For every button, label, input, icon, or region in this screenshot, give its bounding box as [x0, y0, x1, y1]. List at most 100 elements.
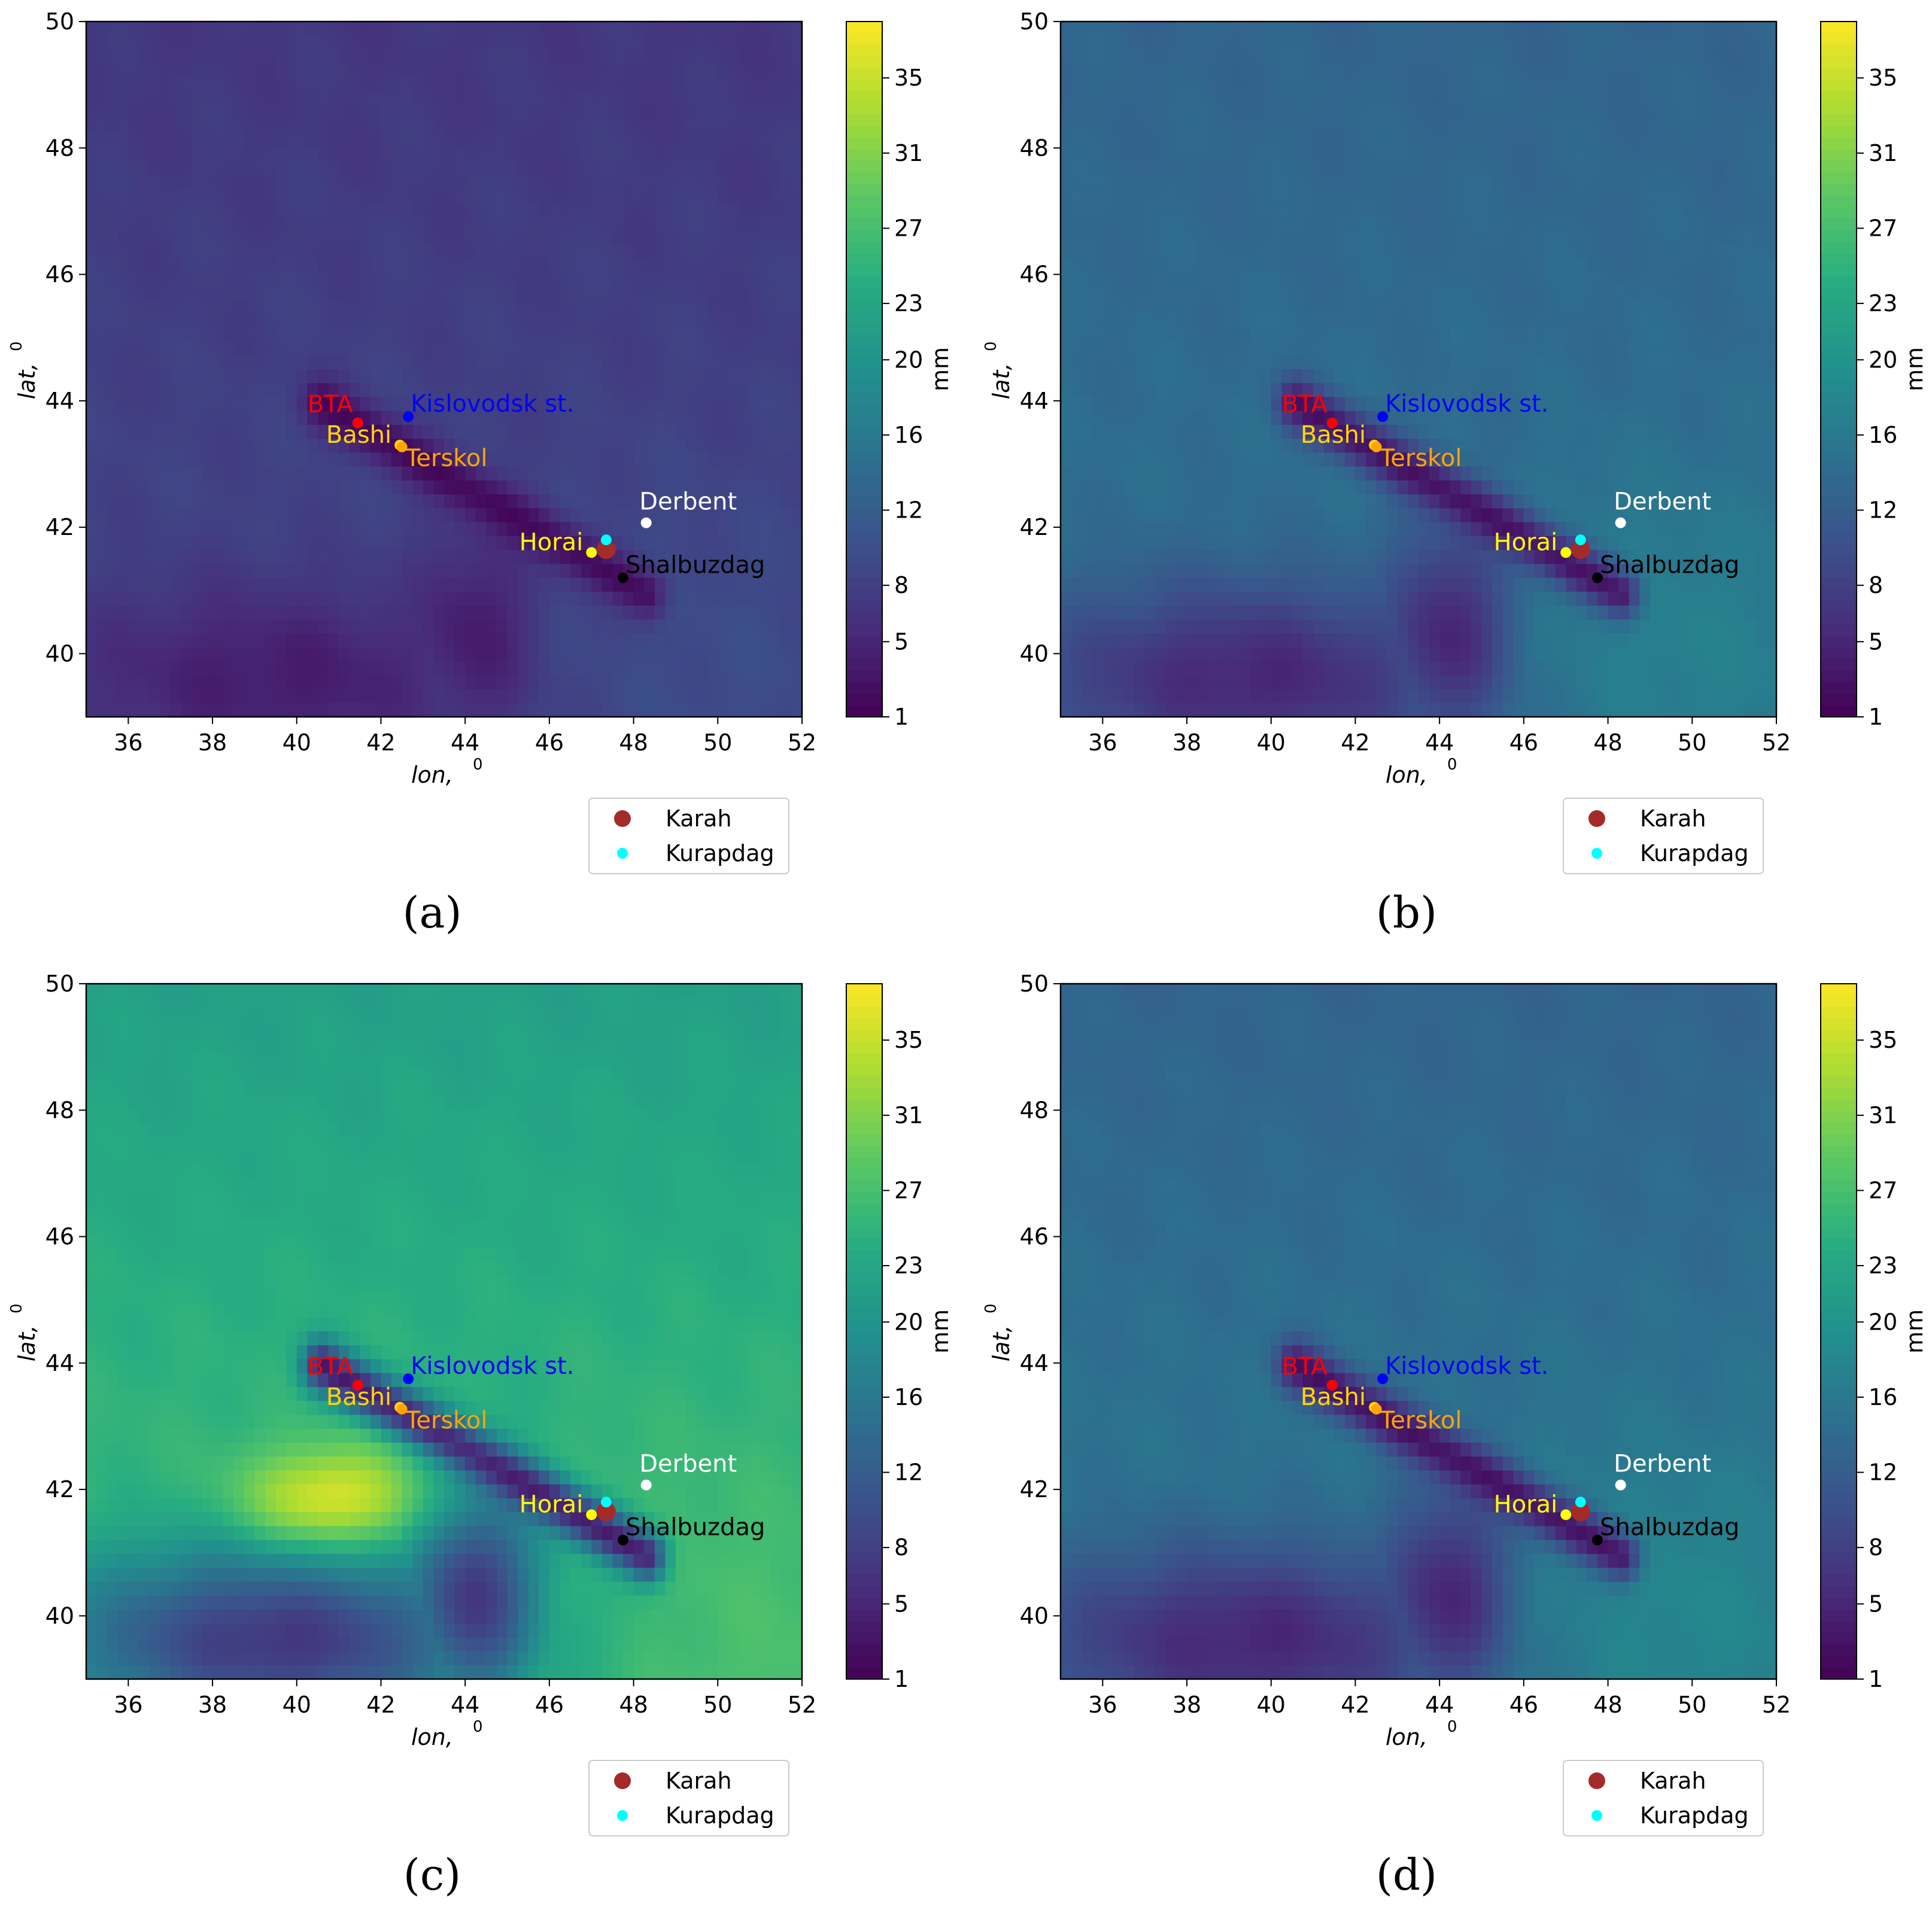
site-marker-kurapdag: [600, 1497, 612, 1508]
axes-frame: [85, 20, 803, 718]
legend-label: Karah: [1640, 1768, 1706, 1794]
site-marker-terskol: [396, 1403, 408, 1415]
x-axis-label: lon,: [411, 762, 453, 788]
x-tick-label: 36: [1088, 729, 1117, 756]
x-axis-label: lon,: [1386, 762, 1427, 788]
site-label: Horai: [520, 528, 584, 556]
site-marker-kurapdag: [1575, 1497, 1586, 1508]
site-label: Derbent: [1614, 488, 1711, 516]
site-marker-karah: [1570, 540, 1590, 559]
y-axis-label-group: lat, 0: [8, 1303, 40, 1361]
site-label: BTA: [1282, 391, 1328, 418]
colorbar-tick-label: 16: [894, 422, 923, 448]
site-label: Shalbuzdag: [1600, 552, 1739, 579]
colorbar-tick-label: 8: [894, 1534, 909, 1561]
site-marker-terskol: [1371, 1403, 1382, 1415]
colorbar-tick-label: 5: [1869, 1591, 1883, 1617]
y-tick-label: 50: [45, 971, 74, 997]
site-label: Shalbuzdag: [625, 552, 765, 579]
site-label: Bashi: [1301, 421, 1366, 449]
site-label: Kislovodsk st.: [1385, 1352, 1548, 1380]
colorbar-tick-label: 31: [1869, 140, 1897, 166]
site-marker-derbent: [1615, 517, 1626, 528]
colorbar-tick-label: 35: [1869, 65, 1897, 91]
x-tick-label: 42: [1341, 1692, 1369, 1718]
colorbar-label: mm: [1901, 347, 1928, 391]
colorbar-tick-label: 35: [894, 65, 923, 91]
legend: Karah Kurapdag: [1563, 798, 1764, 874]
legend-marker: [617, 848, 628, 859]
site-label: Terskol: [1380, 445, 1462, 472]
legend-label: Karah: [666, 1768, 732, 1794]
colorbar-tick-label: 27: [894, 1177, 923, 1203]
y-tick-label: 40: [1020, 640, 1049, 667]
colorbar-tick-label: 1: [894, 704, 909, 730]
y-axis-label-group: lat, 0: [982, 341, 1014, 399]
colorbar-label: mm: [1901, 1309, 1928, 1354]
site-marker-bta: [352, 1379, 363, 1391]
x-tick-label: 44: [451, 729, 479, 756]
x-tick-label: 48: [1593, 729, 1622, 756]
y-tick-label: 50: [1020, 971, 1049, 997]
site-marker-kislovodsk-st: [1377, 411, 1389, 422]
colorbar-tick-label: 20: [894, 1309, 923, 1335]
colorbar-tick-label: 23: [894, 1252, 923, 1279]
site-label: BTA: [1282, 1353, 1328, 1380]
panel-label: (d): [1376, 1850, 1437, 1900]
colorbar-tick-label: 35: [894, 1027, 923, 1053]
y-tick-label: 40: [45, 640, 74, 667]
site-marker-terskol: [396, 441, 408, 452]
x-tick-label: 50: [703, 729, 732, 756]
site-marker-kislovodsk-st: [1377, 1373, 1389, 1385]
y-tick-label: 44: [45, 388, 74, 414]
site-label: Terskol: [405, 1407, 488, 1434]
colorbar-tick-label: 27: [1869, 215, 1897, 241]
x-axis-label-sup: 0: [473, 756, 483, 774]
y-tick-label: 42: [1020, 1476, 1049, 1503]
colorbar-label: mm: [927, 347, 953, 391]
colorbar-tick-label: 8: [1869, 572, 1883, 598]
x-tick-label: 38: [198, 729, 227, 756]
axes-frame: [1059, 983, 1778, 1680]
x-axis-label-sup: 0: [1447, 1718, 1457, 1736]
site-marker-horai: [586, 1509, 597, 1520]
colorbar-tick-label: 5: [1869, 628, 1883, 655]
colorbar-tick-label: 1: [894, 1666, 909, 1692]
site-label: Shalbuzdag: [625, 1514, 765, 1541]
site-marker-shalbuzdag: [618, 1534, 628, 1546]
y-tick-label: 40: [45, 1602, 74, 1629]
site-marker-horai: [586, 547, 597, 558]
heatmap-field: [1061, 984, 1777, 1680]
x-tick-label: 48: [1593, 1692, 1622, 1718]
x-tick-label: 42: [366, 1692, 395, 1718]
colorbar: 1 5 8 12 16 20 23 27 31 35 mm: [846, 983, 953, 1692]
legend-marker: [614, 810, 631, 827]
site-marker-kurapdag: [600, 534, 612, 546]
colorbar-tick-label: 5: [894, 1591, 909, 1617]
x-tick-label: 38: [1172, 1692, 1201, 1718]
colorbar-tick-label: 16: [894, 1384, 923, 1410]
x-tick-label: 38: [1172, 729, 1201, 756]
x-tick-label: 36: [114, 1692, 142, 1718]
legend-marker: [614, 1772, 631, 1789]
colorbar-tick-label: 27: [894, 215, 923, 241]
site-marker-karah: [1570, 1502, 1590, 1522]
colorbar-tick-label: 31: [894, 140, 923, 166]
x-axis-label-sup: 0: [1447, 756, 1457, 774]
y-tick-label: 44: [45, 1350, 74, 1376]
legend-label: Karah: [666, 805, 732, 832]
colorbar-tick-label: 20: [894, 346, 923, 373]
x-tick-label: 40: [282, 729, 311, 756]
legend-label: Kurapdag: [666, 840, 774, 866]
site-marker-bta: [1326, 1379, 1338, 1391]
colorbar-tick-label: 16: [1869, 1384, 1897, 1410]
site-marker-shalbuzdag: [1592, 572, 1603, 583]
colorbar-tick-label: 8: [1869, 1534, 1883, 1561]
legend: Karah Kurapdag: [588, 1760, 789, 1836]
site-marker-derbent: [1615, 1479, 1626, 1491]
x-tick-label: 40: [1257, 729, 1286, 756]
colorbar-tick-label: 31: [1869, 1102, 1897, 1129]
x-axis-label: lon,: [1386, 1724, 1427, 1750]
x-tick-label: 50: [1678, 1692, 1706, 1718]
colorbar: 1 5 8 12 16 20 23 27 31 35 mm: [1820, 21, 1928, 730]
